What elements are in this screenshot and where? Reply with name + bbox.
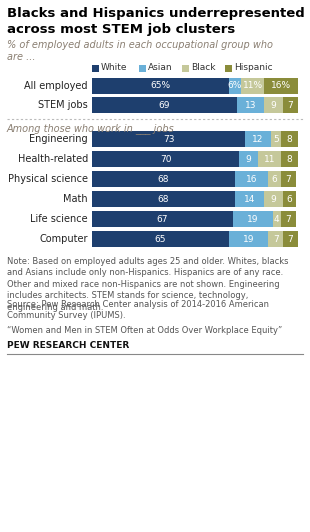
Text: 11%: 11%: [243, 81, 263, 90]
Text: 65: 65: [154, 235, 166, 244]
Text: Physical science: Physical science: [8, 174, 88, 184]
Bar: [245, 131, 271, 147]
Bar: [92, 78, 228, 94]
Text: Engineering: Engineering: [29, 134, 88, 144]
Bar: [92, 171, 235, 187]
Bar: [92, 191, 235, 207]
Text: Life science: Life science: [30, 214, 88, 224]
Bar: [92, 64, 99, 71]
Text: 70: 70: [160, 154, 171, 163]
Bar: [92, 231, 228, 247]
Text: 12: 12: [252, 135, 264, 144]
Text: 6: 6: [286, 195, 292, 204]
Text: % of employed adults in each occupational group who
are ...: % of employed adults in each occupationa…: [7, 40, 273, 62]
Bar: [281, 151, 298, 167]
Bar: [264, 191, 283, 207]
Text: 67: 67: [157, 214, 168, 223]
Text: Source: Pew Research Center analysis of 2014-2016 American
Community Survey (IPU: Source: Pew Research Center analysis of …: [7, 300, 269, 320]
Text: 19: 19: [243, 235, 254, 244]
Bar: [182, 64, 189, 71]
Text: 13: 13: [245, 101, 256, 110]
Text: “Women and Men in STEM Often at Odds Over Workplace Equity”: “Women and Men in STEM Often at Odds Ove…: [7, 326, 282, 335]
Bar: [92, 131, 245, 147]
Text: All employed: All employed: [24, 81, 88, 91]
Bar: [92, 151, 239, 167]
Bar: [228, 78, 241, 94]
Text: 16: 16: [246, 174, 257, 184]
Text: 7: 7: [286, 174, 291, 184]
Text: Blacks and Hispanics underrepresented
across most STEM job clusters: Blacks and Hispanics underrepresented ac…: [7, 7, 305, 36]
Text: 9: 9: [271, 101, 277, 110]
Bar: [268, 171, 281, 187]
Text: 68: 68: [158, 174, 169, 184]
Text: 7: 7: [273, 235, 279, 244]
Bar: [139, 64, 146, 71]
Bar: [228, 231, 268, 247]
Bar: [241, 78, 264, 94]
Bar: [281, 211, 296, 227]
Text: Asian: Asian: [148, 63, 173, 72]
Bar: [92, 211, 233, 227]
Text: Health-related: Health-related: [18, 154, 88, 164]
Bar: [92, 97, 237, 113]
Text: 65%: 65%: [150, 81, 170, 90]
Text: 11: 11: [264, 154, 275, 163]
Text: 6: 6: [272, 174, 277, 184]
Bar: [271, 131, 281, 147]
Text: 68: 68: [158, 195, 169, 204]
Bar: [281, 171, 296, 187]
Bar: [281, 131, 298, 147]
Text: 7: 7: [288, 101, 293, 110]
Text: 19: 19: [247, 214, 259, 223]
Bar: [225, 64, 232, 71]
Text: PEW RESEARCH CENTER: PEW RESEARCH CENTER: [7, 341, 129, 350]
Bar: [235, 171, 268, 187]
Text: White: White: [101, 63, 127, 72]
Bar: [233, 211, 272, 227]
Text: STEM jobs: STEM jobs: [38, 100, 88, 110]
Text: Math: Math: [63, 194, 88, 204]
Bar: [258, 151, 281, 167]
Bar: [264, 78, 298, 94]
Bar: [268, 231, 283, 247]
Text: 73: 73: [163, 135, 175, 144]
Text: 6%: 6%: [228, 81, 242, 90]
Bar: [283, 97, 298, 113]
Text: 69: 69: [159, 101, 170, 110]
Text: 14: 14: [244, 195, 255, 204]
Text: Black: Black: [191, 63, 215, 72]
Text: 8: 8: [286, 154, 292, 163]
Bar: [283, 191, 296, 207]
Text: 7: 7: [286, 214, 291, 223]
Bar: [283, 231, 298, 247]
Bar: [235, 191, 264, 207]
Bar: [237, 97, 264, 113]
Text: Computer: Computer: [39, 234, 88, 244]
Text: 16%: 16%: [271, 81, 291, 90]
Bar: [264, 97, 283, 113]
Text: 7: 7: [288, 235, 293, 244]
Text: 5: 5: [273, 135, 279, 144]
Bar: [239, 151, 258, 167]
Text: Among those who work in ___ jobs: Among those who work in ___ jobs: [7, 123, 175, 134]
Text: 9: 9: [246, 154, 251, 163]
Text: 4: 4: [274, 214, 280, 223]
Text: 8: 8: [286, 135, 292, 144]
Bar: [272, 211, 281, 227]
Text: Hispanic: Hispanic: [234, 63, 272, 72]
Text: 9: 9: [271, 195, 277, 204]
Text: Note: Based on employed adults ages 25 and older. Whites, blacks
and Asians incl: Note: Based on employed adults ages 25 a…: [7, 257, 289, 312]
